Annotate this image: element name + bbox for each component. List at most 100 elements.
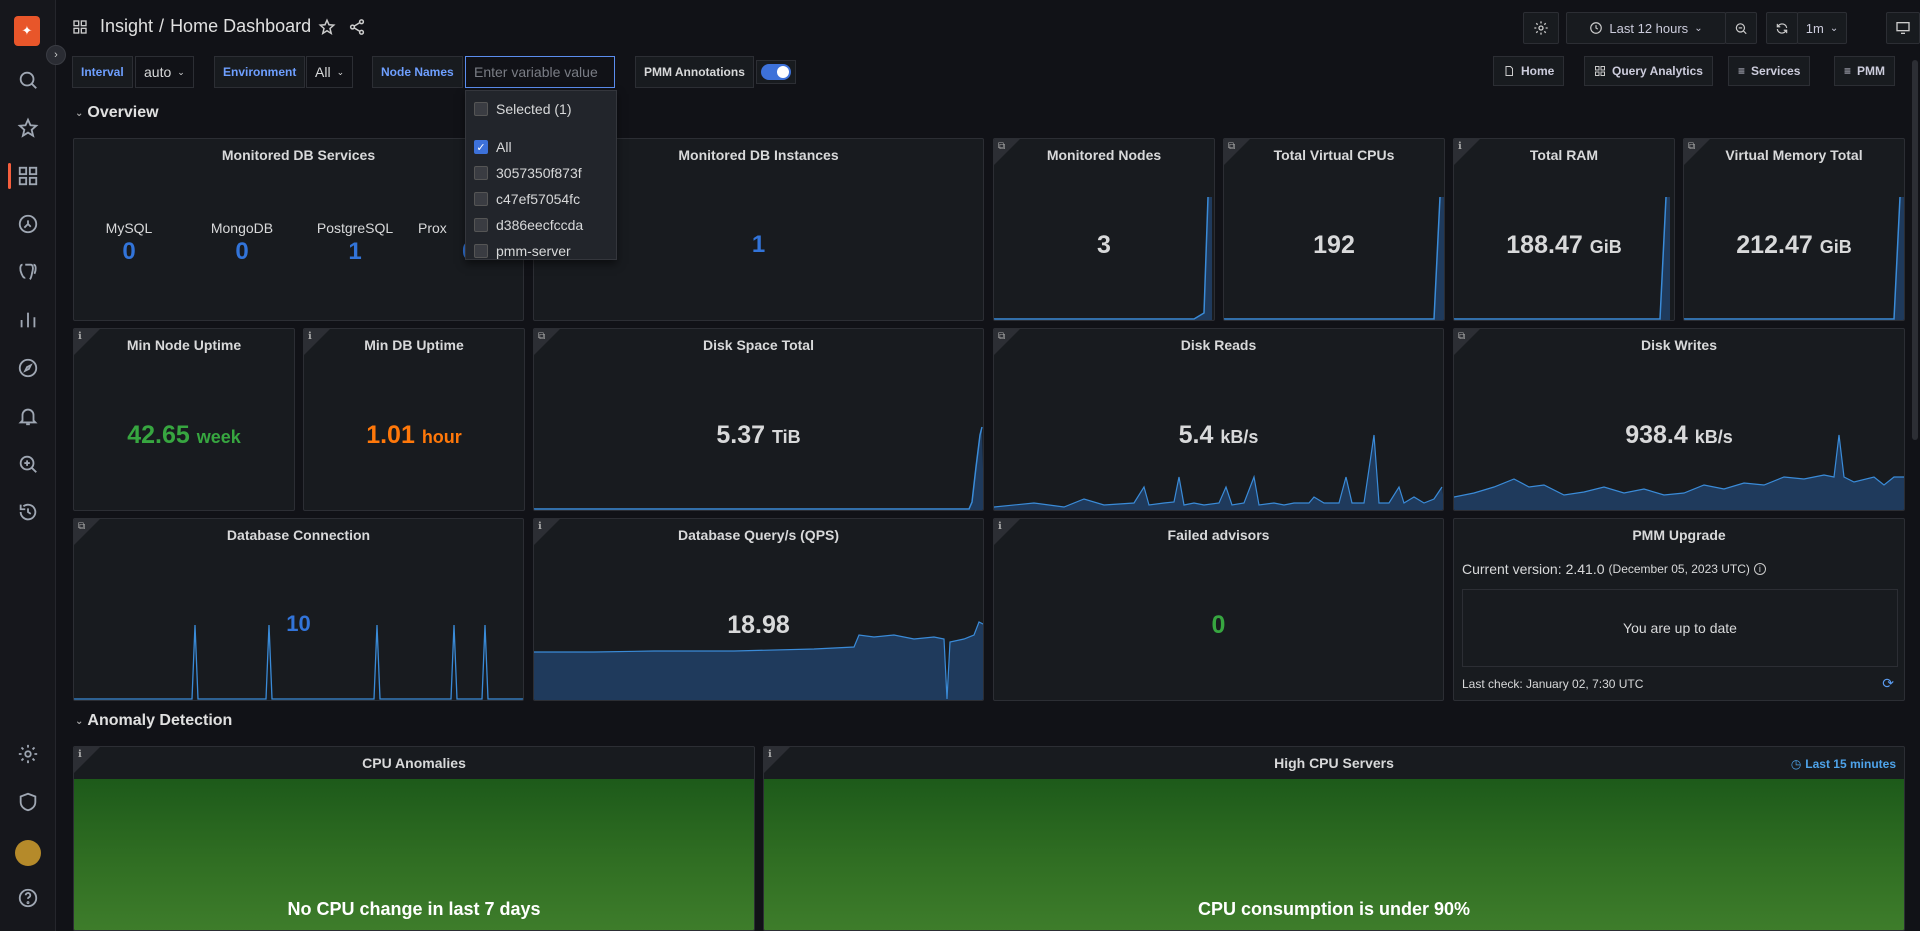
info-icon[interactable]: ℹ	[1458, 141, 1462, 152]
checkbox[interactable]	[474, 102, 488, 116]
os-icon[interactable]	[14, 210, 42, 238]
info-icon[interactable]: ℹ	[998, 521, 1002, 532]
panel-title: High CPU Servers	[1274, 755, 1394, 771]
dashboard-title[interactable]: Home Dashboard	[170, 16, 312, 36]
info-icon[interactable]: ℹ	[768, 749, 772, 760]
checkbox[interactable]	[474, 244, 488, 258]
option-label: 3057350f873f	[496, 165, 582, 181]
external-link-icon[interactable]: ⧉	[998, 331, 1006, 342]
dropdown-option-all[interactable]: ✓ All	[474, 136, 512, 158]
nav-home-label: Home	[1521, 64, 1555, 78]
panel-title: Database Query/s (QPS)	[677, 527, 840, 543]
interval-select[interactable]: auto ⌄	[135, 56, 194, 88]
info-icon[interactable]: ℹ	[308, 331, 312, 342]
current-version-number: 2.41.0	[1565, 561, 1605, 577]
search-icon[interactable]	[14, 66, 42, 94]
breadcrumb-folder[interactable]: Insight	[100, 16, 154, 36]
zoom-out-button[interactable]	[1725, 12, 1757, 44]
annotations-toggle[interactable]	[756, 60, 796, 84]
panel-monitored-nodes: ⧉ Monitored Nodes 3	[993, 138, 1215, 321]
info-icon[interactable]: ℹ	[78, 749, 82, 760]
row-overview[interactable]: ⌄ Overview	[75, 104, 159, 122]
dropdown-option[interactable]: 3057350f873f	[474, 162, 582, 184]
external-link-icon[interactable]: ⧉	[78, 521, 86, 532]
starred-icon[interactable]	[14, 114, 42, 142]
query-analytics-icon[interactable]	[14, 306, 42, 334]
checkbox-checked[interactable]: ✓	[474, 140, 488, 154]
advisors-icon[interactable]	[14, 450, 42, 478]
refresh-interval-picker[interactable]: 1m ⌄	[1797, 12, 1847, 44]
panel-title: PMM Upgrade	[1632, 527, 1726, 543]
info-icon[interactable]: ℹ	[538, 521, 542, 532]
service-name: MongoDB	[210, 220, 274, 236]
nav-services-button[interactable]: ≡ Services	[1728, 56, 1811, 86]
top-bar: Insight / Home Dashboard Last 12 hours ⌄…	[56, 0, 1920, 56]
dropdown-option[interactable]: d386eecfccda	[474, 214, 583, 236]
expand-sidebar-button[interactable]: ›	[46, 45, 66, 65]
shield-icon[interactable]	[14, 788, 42, 816]
panel-value: 212.47 GiB	[1684, 231, 1904, 260]
value-number: 5.4	[1178, 421, 1214, 449]
panel-title: Min DB Uptime	[364, 337, 464, 353]
avatar[interactable]	[15, 840, 41, 866]
nav-pmm-button[interactable]: ≡ PMM	[1834, 56, 1896, 86]
service-count: 1	[348, 238, 362, 265]
alerting-icon[interactable]	[14, 402, 42, 430]
star-icon[interactable]	[318, 18, 336, 39]
panel-value: 1.01 hour	[304, 421, 524, 450]
info-icon[interactable]: i	[1753, 563, 1766, 575]
dropdown-selected-toggle[interactable]: Selected (1)	[474, 98, 571, 120]
help-icon[interactable]	[14, 884, 42, 912]
value-number: 938.4	[1625, 421, 1688, 449]
nav-query-analytics-button[interactable]: Query Analytics	[1584, 56, 1713, 86]
dropdown-option[interactable]: c47ef57054fc	[474, 188, 580, 210]
external-link-icon[interactable]: ⧉	[998, 141, 1006, 152]
backup-icon[interactable]	[14, 498, 42, 526]
environment-select[interactable]: All ⌄	[306, 56, 354, 88]
checkbox[interactable]	[474, 192, 488, 206]
panel-title: Disk Writes	[1641, 337, 1717, 353]
info-icon[interactable]: ℹ	[78, 331, 82, 342]
external-link-icon[interactable]: ⧉	[1688, 141, 1696, 152]
external-link-icon[interactable]: ⧉	[1228, 141, 1236, 152]
service-mongodb: MongoDB 0	[197, 220, 287, 266]
panel-title: Virtual Memory Total	[1725, 147, 1863, 163]
panel-title: Min Node Uptime	[126, 337, 242, 353]
option-label: d386eecfccda	[496, 217, 584, 233]
value-number: 212.47	[1736, 231, 1813, 259]
nav-pmm-label: PMM	[1857, 64, 1886, 78]
dashboards-icon[interactable]	[14, 162, 42, 190]
scrollbar[interactable]	[1912, 60, 1918, 440]
dashboard-settings-button[interactable]	[1523, 12, 1559, 44]
current-version: Current version: 2.41.0 (December 05, 20…	[1462, 561, 1766, 577]
share-icon[interactable]	[348, 18, 366, 39]
checkbox[interactable]	[474, 166, 488, 180]
upgrade-status: You are up to date	[1623, 620, 1737, 636]
panel-value: 938.4 kB/s	[1454, 421, 1904, 450]
selected-count-label: Selected (1)	[496, 101, 572, 117]
pmm-logo-icon[interactable]: ✦	[14, 16, 40, 46]
panel-corner	[74, 747, 100, 773]
service-mysql: MySQL 0	[84, 220, 174, 266]
node-names-input[interactable]	[465, 56, 615, 88]
panel-value: 3	[1097, 231, 1111, 259]
checkbox[interactable]	[474, 218, 488, 232]
external-link-icon[interactable]: ⧉	[1458, 331, 1466, 342]
explore-icon[interactable]	[14, 354, 42, 382]
tv-mode-button[interactable]	[1886, 12, 1920, 44]
postgresql-icon[interactable]	[14, 258, 42, 286]
settings-icon[interactable]	[14, 740, 42, 768]
sparkline	[1454, 434, 1904, 510]
refresh-button[interactable]	[1766, 12, 1798, 44]
panel-value: 5.4 kB/s	[994, 421, 1443, 450]
dropdown-option[interactable]: pmm-server	[474, 240, 571, 262]
panel-value: 1	[751, 231, 766, 258]
option-label: All	[496, 139, 512, 155]
row-anomaly-detection[interactable]: ⌄ Anomaly Detection	[75, 712, 232, 730]
sparkline	[1454, 196, 1670, 320]
refresh-icon[interactable]: ⟳	[1882, 675, 1894, 691]
panel-value: 42.65 week	[74, 421, 294, 450]
time-range-picker[interactable]: Last 12 hours ⌄	[1566, 12, 1726, 44]
external-link-icon[interactable]: ⧉	[538, 331, 546, 342]
nav-home-button[interactable]: Home	[1493, 56, 1565, 86]
